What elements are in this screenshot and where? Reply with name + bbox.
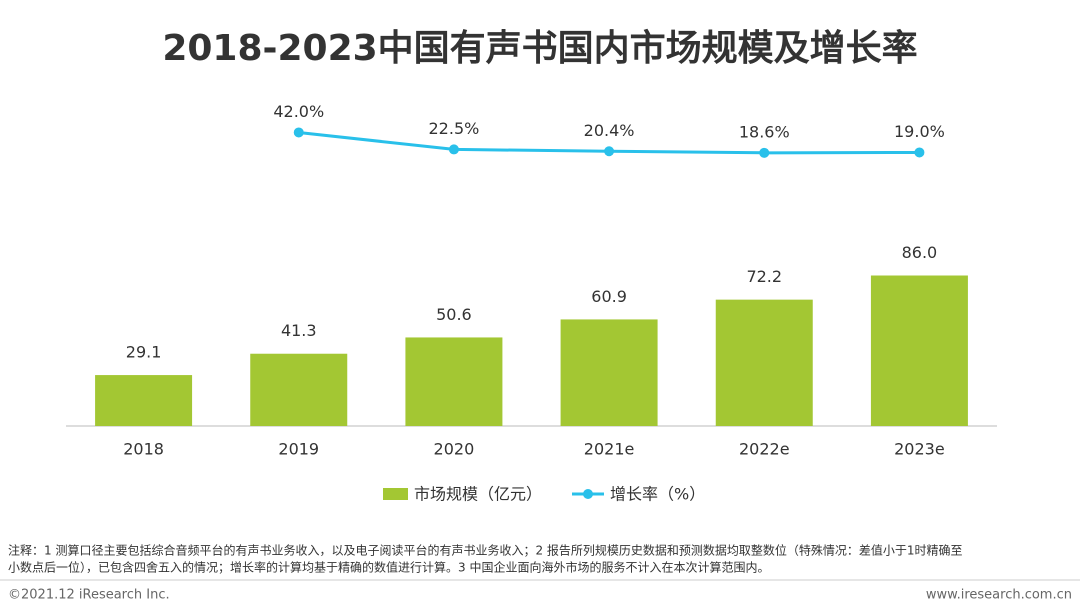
value-label: 50.6 <box>436 305 472 324</box>
legend-label: 增长率（%） <box>610 485 705 504</box>
source: ©2021.12 iResearch Inc. <box>8 588 170 603</box>
line-point <box>604 146 615 157</box>
line-point <box>293 127 304 138</box>
website: www.iresearch.com.cn <box>926 588 1072 603</box>
x-tick-label: 2022e <box>739 440 790 459</box>
chart-title: 2018-2023中国有声书国内市场规模及增长率 <box>162 28 917 69</box>
bar <box>250 353 348 426</box>
x-tick-label: 2020 <box>434 440 475 459</box>
value-label: 22.5% <box>429 119 480 138</box>
legend-label: 市场规模（亿元） <box>414 485 542 504</box>
value-label: 29.1 <box>126 343 162 362</box>
x-tick-label: 2018 <box>123 440 164 459</box>
line-point <box>914 147 925 158</box>
value-label: 60.9 <box>591 287 627 306</box>
bar <box>560 319 658 426</box>
line-point <box>759 147 770 158</box>
value-label: 86.0 <box>902 243 938 262</box>
x-tick-label: 2019 <box>278 440 319 459</box>
x-tick-label: 2023e <box>894 440 945 459</box>
bar <box>715 299 813 426</box>
value-label: 19.0% <box>894 122 945 141</box>
line-point <box>448 144 459 155</box>
legend-swatch <box>383 488 408 500</box>
x-tick-label: 2021e <box>584 440 635 459</box>
bar <box>405 337 503 426</box>
value-label: 72.2 <box>746 267 782 286</box>
legend-swatch <box>583 489 593 499</box>
footnote: 小数点后一位），已包含四舍五入的情况；增长率的计算均基于精确的数值进行计算。3 … <box>8 560 769 575</box>
footnote: 注释：1 测算口径主要包括综合音频平台的有声书业务收入，以及电子阅读平台的有声书… <box>8 543 963 558</box>
bar <box>95 375 193 426</box>
value-label: 41.3 <box>281 321 317 340</box>
value-label: 20.4% <box>584 121 635 140</box>
value-label: 18.6% <box>739 122 790 141</box>
bar <box>870 275 968 426</box>
value-label: 42.0% <box>273 102 324 121</box>
